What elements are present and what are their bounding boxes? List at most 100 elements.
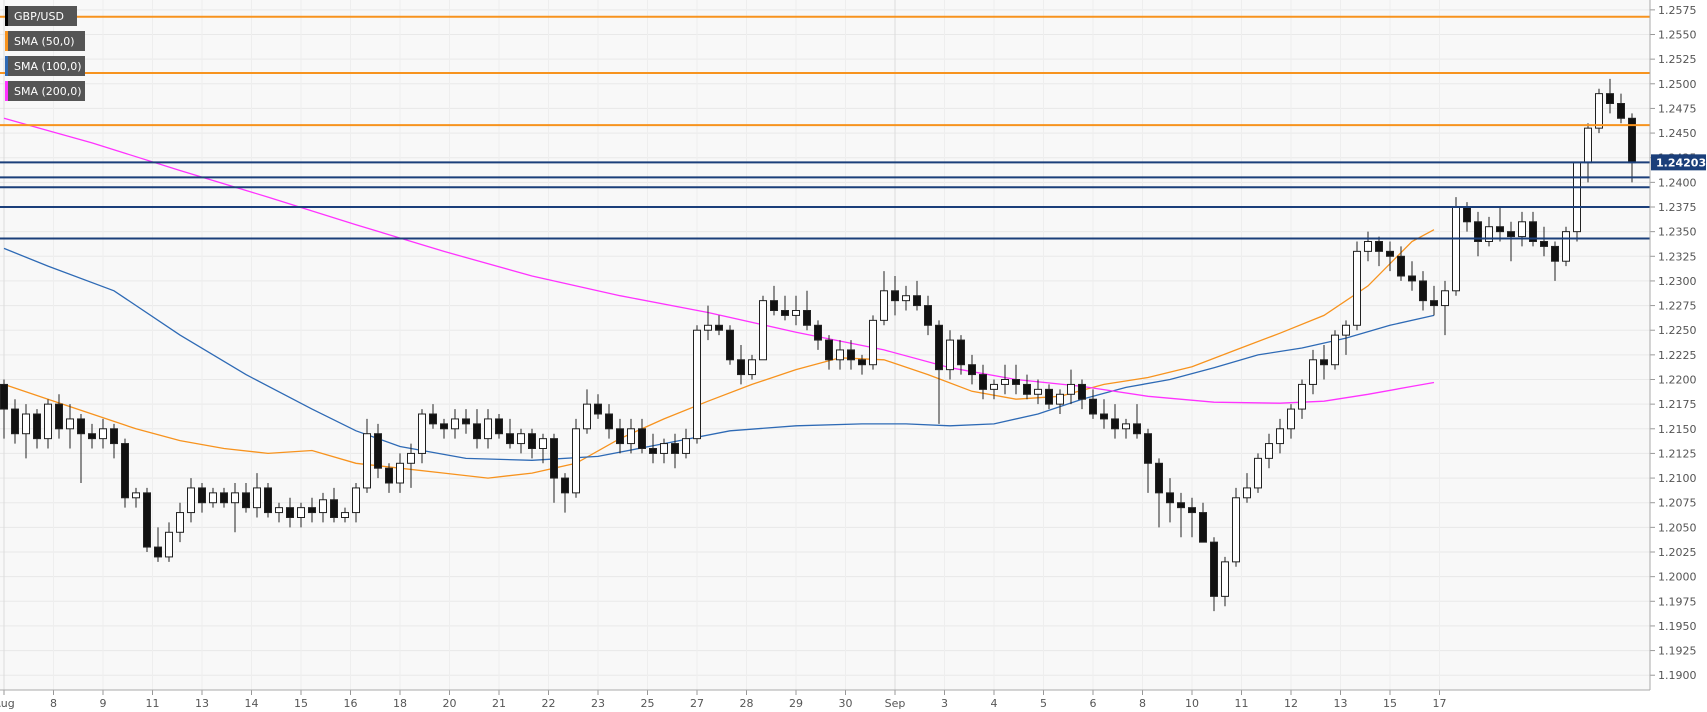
candle [671, 433, 679, 469]
candle [22, 404, 30, 459]
x-tick-label: 25 [641, 697, 655, 710]
candle [1155, 458, 1163, 528]
candle-body [1430, 300, 1438, 307]
candle-body [275, 507, 283, 514]
x-tick-label: 5 [1040, 697, 1047, 710]
candle-body [506, 433, 514, 445]
y-tick-label: 1.1975 [1658, 595, 1697, 608]
x-tick-label: 17 [1433, 697, 1447, 710]
candle [1397, 246, 1405, 281]
candle [1210, 537, 1218, 612]
candle-body [286, 507, 294, 518]
candle [286, 497, 294, 528]
candle [1265, 433, 1273, 469]
candle-body [429, 413, 437, 425]
candle-body [1573, 162, 1581, 233]
candle [803, 290, 811, 331]
legend-item: SMA (50,0) [5, 31, 85, 51]
y-tick-label: 1.2100 [1658, 472, 1697, 485]
candle [858, 354, 866, 375]
candle [1188, 497, 1196, 538]
candle-body [308, 507, 316, 514]
candle [517, 428, 525, 454]
candle [737, 345, 745, 385]
candle [462, 409, 470, 434]
last-price-box [1651, 154, 1706, 171]
last-price-text: 1.24203 [1656, 156, 1706, 169]
candle-body [121, 443, 129, 499]
candle [473, 409, 481, 449]
candle-body [1232, 497, 1240, 563]
legend-item-bg [5, 6, 77, 26]
candle-body [33, 413, 41, 440]
y-tick-label: 1.2075 [1658, 497, 1697, 510]
candle-body [825, 339, 833, 361]
candle-body [1518, 221, 1526, 238]
y-tick-label: 1.1950 [1658, 620, 1697, 633]
candle [143, 487, 151, 552]
candle-body [968, 364, 976, 376]
candle-body [1386, 250, 1394, 257]
candle-body [1441, 290, 1449, 307]
candle [1364, 231, 1372, 262]
candle [385, 463, 393, 493]
x-axis: Aug 8 9 11 13 14 15 16 18 20 21 22 23 25 27 28 29 30 Sep 3 4… [0, 689, 1650, 710]
x-tick-label: 10 [1185, 697, 1199, 710]
candle-body [1408, 275, 1416, 282]
candle [781, 295, 789, 321]
candle [11, 399, 19, 444]
candle-body [781, 310, 789, 316]
x-tick-label: 6 [1090, 697, 1097, 710]
candle [1562, 226, 1570, 267]
candle-body [616, 428, 624, 445]
candle-body [1221, 561, 1229, 597]
candle-body [385, 467, 393, 484]
candle-body [605, 413, 613, 430]
candle-body [693, 329, 701, 440]
candle [297, 502, 305, 528]
candle [968, 354, 976, 385]
candle [561, 473, 569, 513]
candle-body [1012, 379, 1020, 385]
candle-body [594, 403, 602, 415]
candle [627, 418, 635, 454]
candle-body [143, 492, 151, 548]
candle [495, 414, 503, 439]
x-tick-label: 21 [492, 697, 506, 710]
y-tick-label: 1.2400 [1658, 176, 1697, 189]
candle [1309, 349, 1317, 395]
candle-body [1617, 103, 1625, 119]
candle-body [660, 443, 668, 454]
candle [1199, 502, 1207, 543]
candle-body [1177, 502, 1185, 509]
legend-label: SMA (100,0) [14, 60, 82, 73]
candle-body [539, 438, 547, 449]
candle-body [209, 492, 217, 504]
y-tick-label: 1.2550 [1658, 29, 1697, 42]
candle-body [649, 448, 657, 454]
candle-body [1474, 221, 1482, 243]
candle [638, 418, 646, 454]
candle [891, 276, 899, 316]
candle-body [484, 418, 492, 440]
candle [1001, 364, 1009, 395]
x-tick-label: 16 [344, 697, 358, 710]
candle-body [1496, 226, 1504, 233]
candle-body [440, 423, 448, 430]
candle [1573, 162, 1581, 242]
candle-body [638, 428, 646, 449]
legend-item-bg [5, 31, 85, 51]
x-tick-label: 18 [393, 697, 407, 710]
candle [539, 433, 547, 464]
candle-body [1375, 241, 1383, 252]
legend: GBP/USD SMA (50,0) SMA (100,0) SMA (200,0) [5, 6, 85, 101]
sma-line-1 [3, 247, 1435, 461]
last-price-label: 1.24203 [1651, 154, 1706, 171]
candle-body [330, 499, 338, 518]
candle-body [880, 290, 888, 321]
legend-swatch [5, 6, 8, 26]
candle [1276, 418, 1284, 454]
candle-body [1463, 206, 1471, 223]
candle-body [550, 438, 558, 479]
x-tick-label: 3 [941, 697, 948, 710]
